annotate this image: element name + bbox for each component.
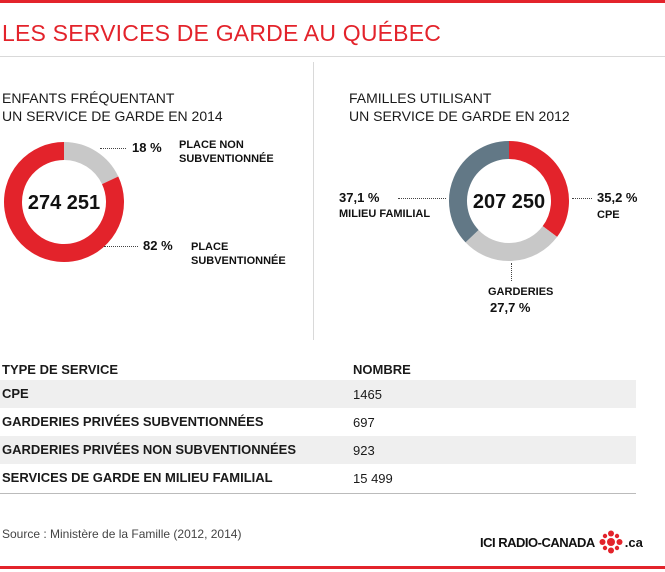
bottom-accent-bar bbox=[0, 566, 665, 569]
table-header-nombre: NOMBRE bbox=[353, 362, 411, 377]
table-cell-type: CPE bbox=[2, 386, 29, 401]
table-bottom-rule bbox=[0, 493, 636, 494]
left-pct-non-subventionnee: 18 % bbox=[132, 140, 162, 155]
right-heading-line1: FAMILLES UTILISANT bbox=[349, 90, 492, 106]
radio-canada-gem-icon bbox=[599, 530, 623, 554]
panel-divider bbox=[313, 62, 314, 340]
table-cell-nombre: 923 bbox=[353, 443, 375, 458]
table-row: GARDERIES PRIVÉES SUBVENTIONNÉES 697 bbox=[0, 408, 636, 436]
page-title: LES SERVICES DE GARDE AU QUÉBEC bbox=[2, 20, 442, 46]
table-row: SERVICES DE GARDE EN MILIEU FAMILIAL 15 … bbox=[0, 464, 636, 492]
right-donut-chart: 207 250 bbox=[449, 141, 569, 261]
left-donut-slice-place-non-subventionnee bbox=[63, 142, 119, 185]
left-chart-heading: ENFANTS FRÉQUENTANT UN SERVICE DE GARDE … bbox=[2, 89, 223, 125]
left-donut-slice-place-subventionnee bbox=[4, 142, 124, 262]
table-row: GARDERIES PRIVÉES NON SUBVENTIONNÉES 923 bbox=[0, 436, 636, 464]
right-pct-milieu: 37,1 % bbox=[339, 190, 380, 205]
right-leader-cpe bbox=[572, 198, 592, 199]
left-label-non-subventionnee-line1: PLACE NON bbox=[179, 139, 244, 151]
right-label-cpe: CPE bbox=[597, 209, 620, 221]
left-label-non-subventionnee-line2: SUBVENTIONNÉE bbox=[179, 153, 274, 165]
table-cell-nombre: 1465 bbox=[353, 387, 382, 402]
right-leader-milieu bbox=[398, 198, 446, 199]
right-pct-cpe: 35,2 % bbox=[597, 190, 638, 205]
right-label-milieu: MILIEU FAMILIAL bbox=[339, 208, 431, 220]
left-pct-subventionnee: 82 % bbox=[143, 238, 173, 253]
left-label-non-subventionnee: PLACE NON SUBVENTIONNÉE bbox=[179, 138, 274, 166]
table-row: CPE 1465 bbox=[0, 380, 636, 408]
right-donut-slice-garderies bbox=[465, 225, 558, 261]
services-table: TYPE DE SERVICE NOMBRE CPE 1465 GARDERIE… bbox=[0, 358, 636, 494]
source-note: Source : Ministère de la Famille (2012, … bbox=[2, 527, 242, 541]
table-cell-type: GARDERIES PRIVÉES NON SUBVENTIONNÉES bbox=[2, 442, 296, 457]
left-leader-top bbox=[100, 148, 126, 149]
left-donut-total: 274 251 bbox=[28, 192, 100, 214]
left-label-subventionnee: PLACE SUBVENTIONNÉE bbox=[191, 240, 286, 268]
table-header: TYPE DE SERVICE NOMBRE bbox=[0, 358, 636, 380]
left-label-subventionnee-line2: SUBVENTIONNÉE bbox=[191, 255, 286, 267]
right-donut-total: 207 250 bbox=[473, 191, 545, 213]
right-label-garderies: GARDERIES bbox=[488, 286, 554, 298]
top-accent-bar bbox=[0, 0, 665, 3]
logo-text: ICI RADIO-CANADA bbox=[480, 534, 595, 550]
left-heading-line2: UN SERVICE DE GARDE EN 2014 bbox=[2, 108, 223, 124]
right-leader-garderies bbox=[511, 263, 512, 281]
table-cell-type: GARDERIES PRIVÉES SUBVENTIONNÉES bbox=[2, 414, 264, 429]
left-label-subventionnee-line1: PLACE bbox=[191, 241, 229, 253]
radio-canada-logo[interactable]: ICI RADIO-CANADA .ca bbox=[480, 530, 643, 554]
table-cell-nombre: 697 bbox=[353, 415, 375, 430]
right-heading-line2: UN SERVICE DE GARDE EN 2012 bbox=[349, 108, 570, 124]
table-header-type: TYPE DE SERVICE bbox=[2, 362, 119, 377]
table-cell-nombre: 15 499 bbox=[353, 471, 393, 486]
logo-suffix: .ca bbox=[624, 534, 643, 550]
title-divider bbox=[0, 56, 665, 57]
right-chart-heading: FAMILLES UTILISANT UN SERVICE DE GARDE E… bbox=[349, 89, 570, 125]
right-donut-slice-milieu-familial bbox=[449, 141, 510, 243]
left-donut-chart: 274 251 bbox=[4, 142, 124, 262]
left-heading-line1: ENFANTS FRÉQUENTANT bbox=[2, 90, 175, 106]
left-leader-bottom bbox=[104, 246, 138, 247]
right-pct-garderies: 27,7 % bbox=[490, 300, 531, 315]
right-donut-slice-cpe bbox=[508, 141, 569, 237]
table-cell-type: SERVICES DE GARDE EN MILIEU FAMILIAL bbox=[2, 470, 273, 485]
